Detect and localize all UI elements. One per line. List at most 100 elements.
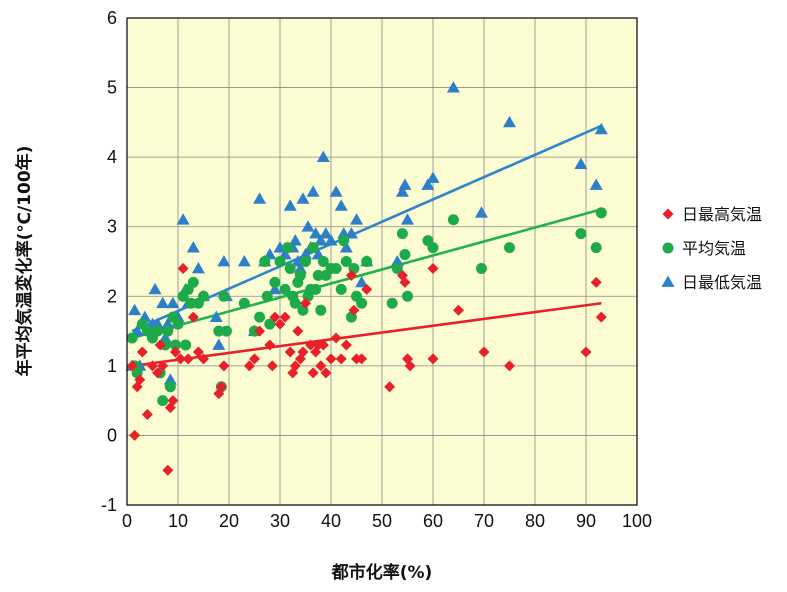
data-point-series-1 [136, 346, 148, 358]
data-point-series-1 [361, 283, 373, 295]
data-point-series-2 [315, 304, 327, 316]
data-point-series-2 [590, 242, 602, 254]
data-point-series-2 [264, 318, 276, 330]
data-point-series-2 [261, 290, 273, 302]
data-point-series-3 [355, 275, 369, 288]
data-point-series-3 [237, 255, 251, 267]
data-point-series-3 [390, 255, 404, 267]
x-tick-label: 30 [270, 511, 290, 531]
data-point-series-1 [325, 353, 337, 365]
data-point-series-2 [307, 242, 319, 254]
data-point-series-1 [162, 464, 174, 476]
data-point-series-3 [148, 282, 162, 295]
data-point-series-2 [361, 256, 373, 267]
data-point-series-3 [161, 317, 175, 329]
data-point-series-1 [129, 429, 141, 441]
y-tick-label: 5 [107, 78, 117, 98]
data-point-series-2 [356, 297, 368, 309]
x-axis-ticks: 0 10 20 30 40 50 60 70 80 90 100 [122, 511, 652, 531]
data-point-series-3 [293, 261, 307, 274]
data-point-series-1 [384, 381, 396, 393]
data-point-series-2 [180, 339, 192, 351]
data-point-series-1 [345, 269, 357, 281]
data-point-series-2 [185, 297, 197, 309]
data-point-series-3 [253, 192, 267, 204]
data-point-series-1 [292, 325, 304, 337]
data-point-series-1 [187, 311, 199, 323]
data-point-series-3 [191, 261, 205, 274]
data-point-series-1 [134, 374, 146, 386]
data-point-series-2 [213, 325, 225, 337]
data-point-series-1 [320, 367, 332, 379]
legend-label-series-1: 日最高気温 [682, 205, 762, 224]
data-point-series-1 [356, 353, 368, 365]
data-point-series-3 [217, 255, 231, 267]
data-point-series-3 [301, 220, 315, 232]
data-point-series-2 [254, 311, 266, 323]
data-point-series-3 [299, 248, 312, 260]
plot-border [126, 17, 638, 506]
data-point-series-3 [186, 241, 200, 253]
data-point-series-2 [396, 228, 408, 240]
data-point-series-1 [192, 346, 204, 358]
data-point-series-1 [307, 367, 319, 379]
x-tick-label: 40 [321, 511, 341, 531]
data-point-series-1 [218, 360, 230, 372]
data-point-series-1 [177, 262, 189, 274]
data-point-series-1 [169, 346, 181, 358]
trend-line-1 [131, 301, 602, 368]
data-point-series-3 [334, 199, 348, 211]
data-point-series-1 [266, 360, 278, 372]
data-point-series-1 [595, 311, 607, 323]
data-point-series-1 [335, 353, 347, 365]
trend-lines [131, 124, 602, 368]
data-point-series-2 [595, 207, 607, 219]
data-point-series-1 [504, 360, 515, 372]
x-tick-label: 20 [219, 511, 239, 531]
data-point-series-2 [300, 256, 311, 267]
data-point-series-2 [340, 256, 352, 267]
data-point-series-3 [339, 241, 353, 253]
data-point-series-2 [157, 395, 169, 407]
data-point-series-1 [198, 353, 209, 365]
data-point-series-2 [402, 290, 413, 302]
data-point-series-2 [187, 276, 199, 288]
data-point-series-3 [268, 282, 282, 295]
data-point-series-2 [269, 276, 281, 288]
data-point-series-3 [395, 185, 409, 197]
data-point-series-3 [329, 185, 343, 197]
legend-label-series-3: 日最低気温 [682, 273, 762, 292]
data-point-series-1 [590, 276, 602, 288]
data-point-series-3 [151, 317, 165, 329]
data-point-series-2 [335, 283, 347, 295]
y-tick-label: 6 [107, 8, 117, 28]
data-point-series-3 [212, 338, 226, 350]
data-point-series-1 [269, 311, 281, 323]
data-point-series-2 [164, 381, 176, 393]
data-point-series-2 [162, 325, 174, 337]
trend-line-3 [131, 124, 602, 333]
data-point-series-1 [317, 339, 329, 351]
legend-marker-series-1 [662, 208, 674, 220]
data-point-series-2 [312, 269, 324, 281]
data-point-series-2 [391, 262, 403, 274]
data-point-series-3 [283, 199, 297, 211]
data-point-series-3 [319, 227, 333, 239]
x-tick-label: 100 [622, 511, 652, 531]
data-point-series-1 [182, 353, 194, 365]
data-point-series-1 [478, 346, 490, 358]
data-points [125, 81, 608, 476]
data-point-series-3 [446, 81, 460, 93]
data-point-series-1 [348, 304, 360, 316]
data-point-series-1 [340, 339, 352, 351]
y-tick-label: 1 [107, 356, 117, 376]
y-tick-label: 4 [107, 147, 117, 167]
data-point-series-2 [259, 256, 271, 267]
data-point-series-2 [172, 318, 184, 330]
y-tick-label: -1 [101, 495, 117, 515]
data-point-series-2 [284, 262, 296, 274]
data-point-series-3 [156, 296, 170, 309]
data-point-series-1 [330, 332, 342, 344]
data-point-series-2 [294, 269, 306, 281]
